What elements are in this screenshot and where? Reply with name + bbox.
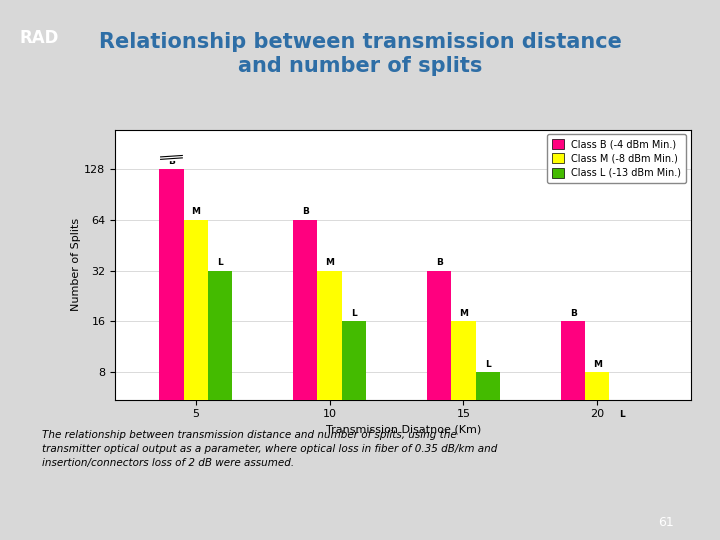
Text: 61: 61 xyxy=(658,516,674,529)
Text: L: L xyxy=(485,360,490,369)
Bar xyxy=(475,372,500,540)
Text: B: B xyxy=(168,157,175,166)
Text: RAD: RAD xyxy=(20,29,59,47)
Bar xyxy=(318,271,341,540)
Text: B: B xyxy=(302,207,309,217)
Bar xyxy=(562,321,585,540)
Text: B: B xyxy=(570,309,577,318)
Text: M: M xyxy=(459,309,468,318)
Text: M: M xyxy=(325,258,334,267)
Bar xyxy=(293,220,318,540)
Text: The relationship between transmission distance and number of splits, using the
t: The relationship between transmission di… xyxy=(42,430,498,468)
Y-axis label: Number of Splits: Number of Splits xyxy=(71,218,81,311)
Text: B: B xyxy=(436,258,443,267)
Legend: Class B (-4 dBm Min.), Class M (-8 dBm Min.), Class L (-13 dBm Min.): Class B (-4 dBm Min.), Class M (-8 dBm M… xyxy=(547,134,686,183)
Bar xyxy=(207,271,232,540)
Bar xyxy=(159,169,184,540)
X-axis label: Transmission Disatnoe (Km): Transmission Disatnoe (Km) xyxy=(325,425,481,435)
Text: Relationship between transmission distance
and number of splits: Relationship between transmission distan… xyxy=(99,32,621,76)
Bar xyxy=(427,271,451,540)
Text: M: M xyxy=(593,360,602,369)
Text: L: L xyxy=(618,410,624,420)
Bar xyxy=(451,321,475,540)
Text: M: M xyxy=(191,207,200,217)
Bar xyxy=(610,423,634,540)
Bar xyxy=(341,321,366,540)
Text: L: L xyxy=(217,258,222,267)
Bar xyxy=(184,220,207,540)
Text: L: L xyxy=(351,309,356,318)
Bar xyxy=(585,372,610,540)
